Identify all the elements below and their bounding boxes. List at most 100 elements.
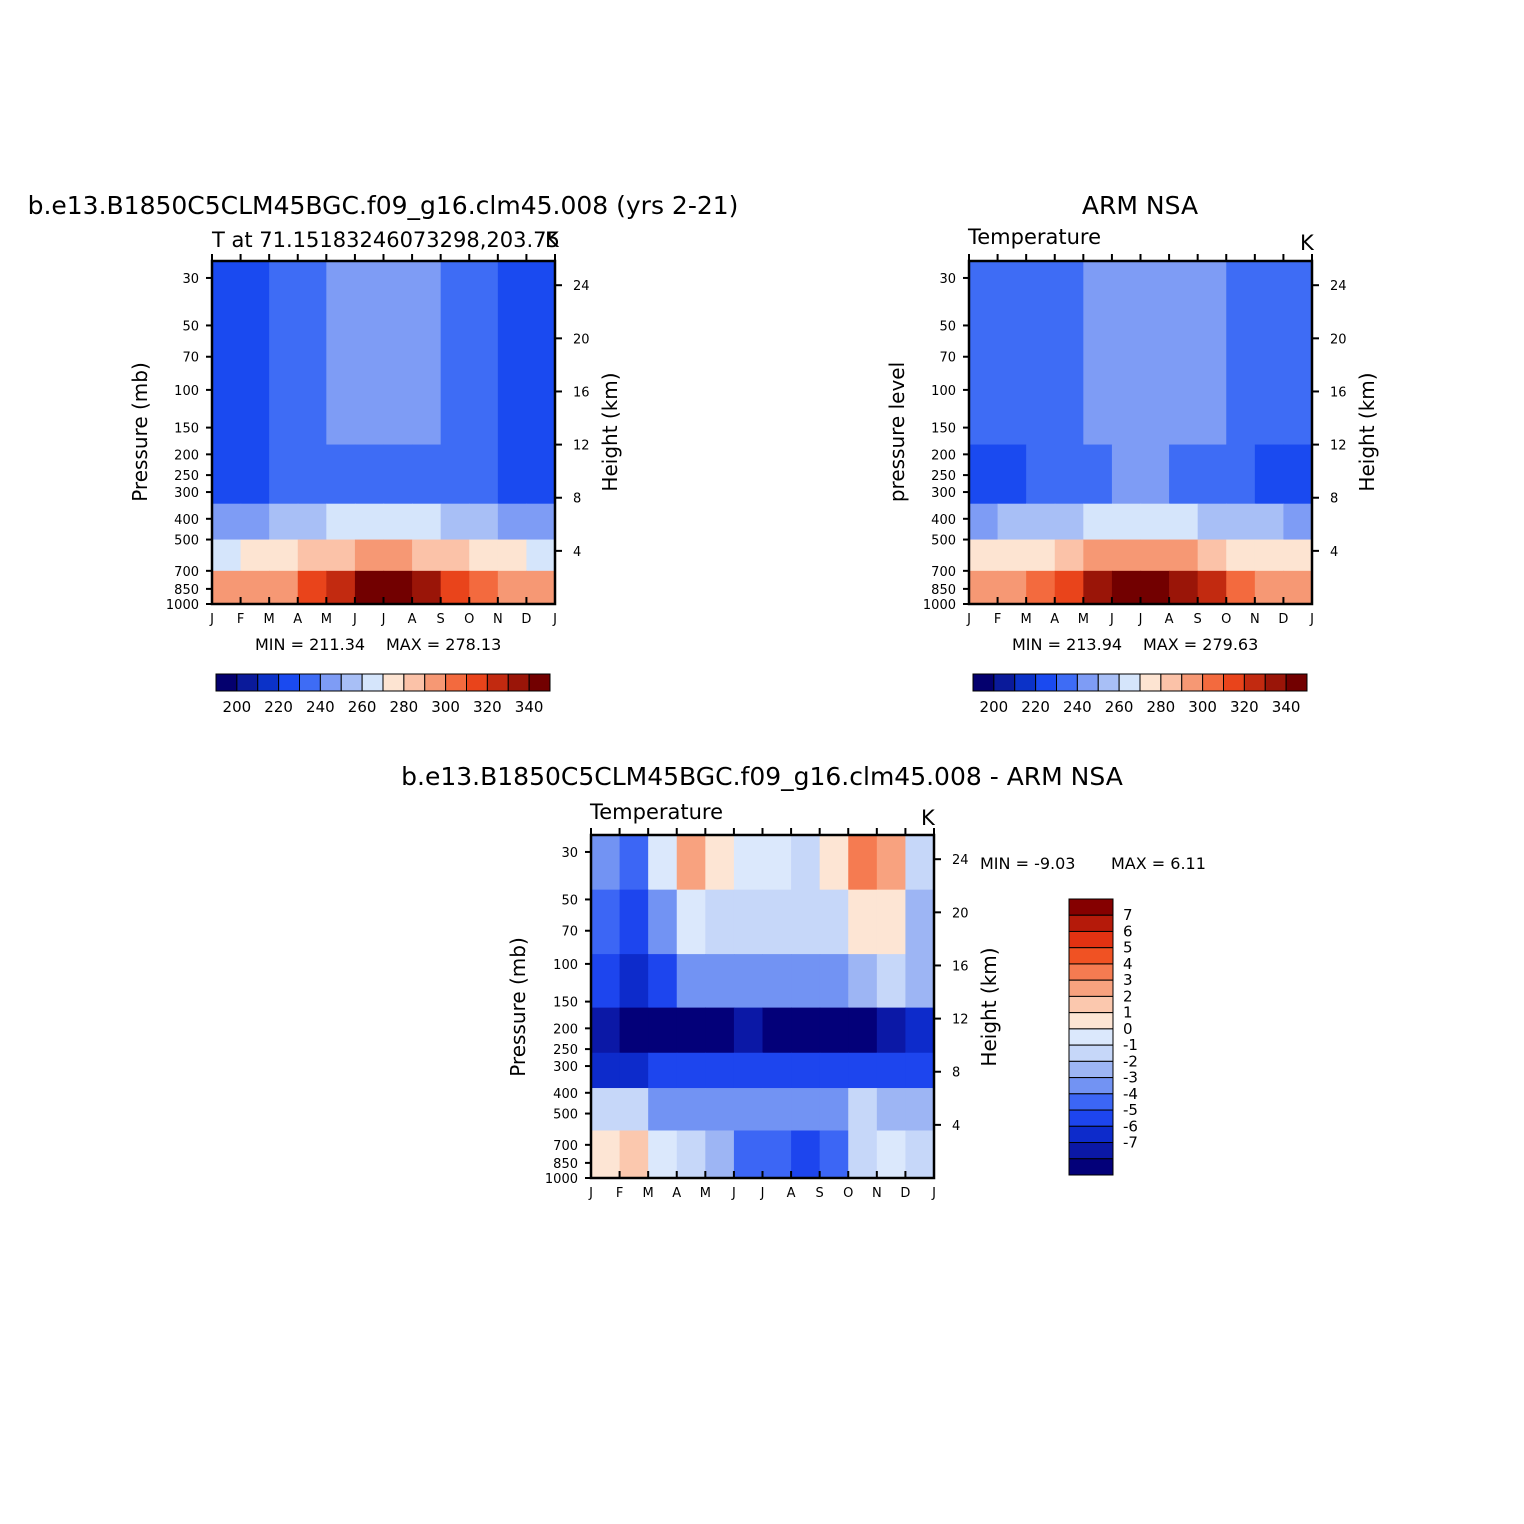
y-right-tick-label: 12 [573, 439, 590, 454]
data-cell [791, 889, 821, 955]
data-cell [1083, 261, 1113, 446]
panel-obs: ARM NSA Temperature K J F M A M J J A S O N D J 30 50 7… [885, 191, 1379, 716]
data-cell [969, 570, 999, 605]
data-cell [412, 503, 442, 541]
data-cell [733, 1088, 764, 1132]
x-tick-label: A [787, 1186, 796, 1201]
y-tick-label: 300 [553, 1060, 578, 1075]
data-cell [969, 539, 999, 572]
x-tick-label: J [1109, 612, 1114, 627]
data-cell [212, 444, 242, 505]
data-cell [876, 835, 907, 891]
x-tick-label: M [1021, 612, 1032, 627]
data-cell [526, 261, 556, 446]
data-cell [1226, 444, 1256, 505]
colorbar-label: 280 [390, 698, 419, 716]
data-cell [733, 1007, 764, 1054]
data-cell [383, 570, 413, 605]
panel-model-plot: J F M A M J J A S O N D J 30 50 70 100 150 200 250 300 400 500… [166, 254, 590, 627]
y-tick-label: 700 [931, 565, 956, 580]
panel-diff-plot: J F M A M J J A S O N D J 30 50 70 100 150 200 250 300 400 500… [545, 828, 969, 1201]
x-tick-label: S [1194, 612, 1202, 627]
data-cell [905, 835, 935, 891]
data-cell [619, 835, 649, 891]
data-cell [1140, 261, 1170, 446]
colorbar-label: -6 [1123, 1117, 1138, 1135]
colorbar-label: 240 [1063, 698, 1092, 716]
y-tick-label: 200 [931, 448, 956, 463]
data-cell [619, 1007, 649, 1054]
data-cell [1197, 570, 1227, 605]
panel-obs-colorbar: 200 220 240 260 280 300 320 340 [972, 673, 1308, 716]
data-cell [412, 444, 442, 505]
data-cell [1169, 570, 1199, 605]
panel-diff-ylabel-right: Height (km) [977, 947, 1001, 1066]
colorbar-label: 260 [1105, 698, 1134, 716]
data-cell [848, 1052, 878, 1089]
data-cell [791, 1052, 821, 1089]
colorbar-swatch [486, 673, 509, 692]
x-tick-label: O [1221, 612, 1231, 627]
colorbar-swatch [445, 673, 467, 692]
colorbar-label: 280 [1147, 698, 1176, 716]
colorbar-swatch [1068, 1077, 1114, 1095]
x-tick-label: J [731, 1186, 736, 1201]
data-cell [676, 889, 706, 955]
colorbar-label: 340 [1272, 698, 1301, 716]
data-cell [619, 1052, 649, 1089]
data-cell [733, 954, 764, 1009]
data-cell [354, 261, 385, 446]
x-tick-label: J [760, 1186, 765, 1201]
data-cell [297, 503, 327, 541]
data-cell [354, 570, 385, 605]
data-cell [733, 889, 764, 955]
data-cell [591, 954, 621, 1009]
data-cell [762, 1007, 792, 1054]
data-cell [648, 1007, 678, 1054]
panel-obs-min: MIN = 213.94 [1012, 635, 1122, 654]
data-cell [297, 444, 327, 505]
colorbar-swatch [1068, 1093, 1114, 1111]
data-cell [354, 503, 385, 541]
data-cell [412, 570, 442, 605]
colorbar-label: 200 [223, 698, 252, 716]
colorbar-swatch [278, 673, 300, 692]
colorbar-swatch [257, 673, 280, 692]
y-tick-label: 70 [182, 351, 199, 366]
data-cell [705, 1007, 735, 1054]
panel-obs-units: K [1300, 231, 1315, 255]
y-tick-label: 1000 [166, 598, 199, 613]
data-cell [876, 1130, 907, 1179]
x-tick-label: F [237, 612, 244, 627]
data-cell [705, 835, 735, 891]
data-cell [648, 954, 678, 1009]
data-cell [1283, 539, 1313, 572]
data-cell [591, 1130, 621, 1179]
panel-model-colorbar: 200 220 240 260 280 300 320 340 [215, 673, 551, 716]
panel-diff: b.e13.B1850C5CLM45BGC.f09_g16.clm45.008 … [401, 762, 1206, 1201]
y-tick-label: 100 [553, 958, 578, 973]
data-cell [848, 954, 878, 1009]
colorbar-swatch [1056, 673, 1078, 692]
data-cell [526, 539, 556, 572]
panel-obs-ylabel: pressure level [885, 362, 909, 502]
data-cell [497, 503, 528, 541]
y-tick-label: 50 [939, 319, 956, 334]
y-right-tick-label: 24 [952, 853, 969, 868]
colorbar-swatch [1264, 673, 1287, 692]
data-cell [1283, 570, 1313, 605]
y-right-tick-label: 24 [1330, 279, 1347, 294]
y-right-tick-label: 4 [1330, 545, 1338, 560]
data-cell [212, 570, 242, 605]
colorbar-swatch [1014, 673, 1037, 692]
colorbar-label: 4 [1123, 955, 1133, 973]
y-tick-label: 50 [182, 319, 199, 334]
panel-model-title: b.e13.B1850C5CLM45BGC.f09_g16.clm45.008 … [28, 191, 739, 220]
data-cell [876, 954, 907, 1009]
data-cell [791, 835, 821, 891]
x-tick-label: M [700, 1186, 711, 1201]
y-tick-label: 850 [553, 1157, 578, 1172]
data-cell [1226, 503, 1256, 541]
data-cell [383, 539, 413, 572]
